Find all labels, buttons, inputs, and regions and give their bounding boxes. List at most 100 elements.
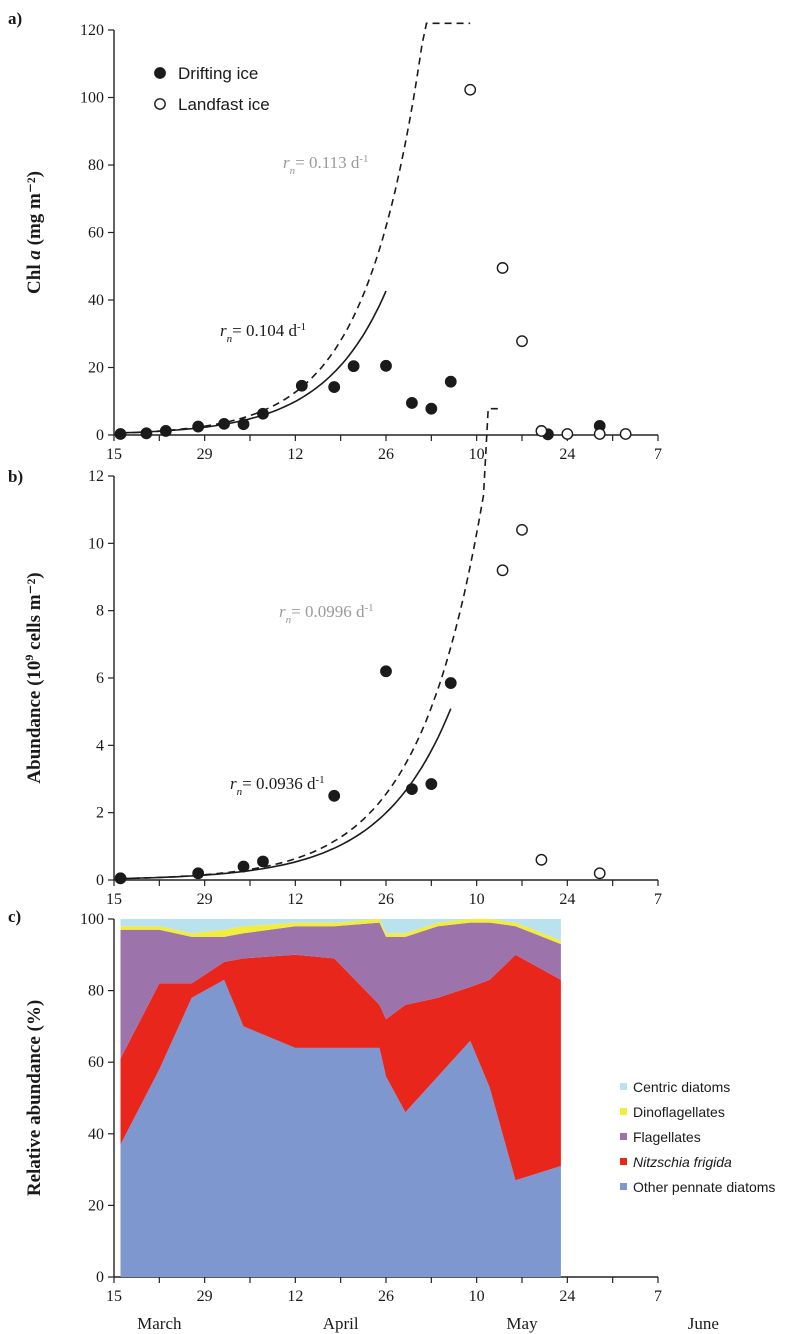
drifting-ice-point [380, 359, 392, 372]
drifting-ice-point [425, 778, 438, 790]
landfast-ice-point [496, 262, 509, 274]
y-tick-label: 80 [88, 157, 104, 174]
x-tick-label: 26 [378, 1288, 394, 1305]
y-axis-label: Abundance (109 cells m⁻²) [22, 572, 45, 783]
legend-label: Dinoflagellates [633, 1104, 725, 1120]
area-other-pennate-diatoms [120, 979, 561, 1277]
x-tick-label: 10 [469, 1288, 485, 1305]
y-tick-label: 2 [96, 805, 104, 822]
y-axis-label: Relative abundance (%) [24, 1000, 45, 1196]
drifting-ice-point [328, 381, 341, 393]
panel-label: b) [8, 467, 23, 486]
area-centric-diatoms [120, 919, 561, 941]
x-tick-label: 29 [197, 1288, 213, 1305]
month-label: April [323, 1314, 359, 1333]
fit-curve-dashed [120, 407, 503, 880]
y-tick-label: 10 [88, 535, 104, 552]
y-tick-label: 120 [80, 22, 104, 39]
landfast-ice-point [535, 425, 548, 437]
x-tick-label: 7 [654, 1288, 662, 1305]
x-tick-label: 15 [106, 891, 122, 908]
drifting-ice-point [444, 677, 457, 689]
legend-swatch [620, 1083, 627, 1090]
drifting-ice-point [114, 428, 127, 440]
panel-label: a) [8, 9, 22, 28]
drifting-ice-point [159, 425, 172, 437]
drifting-ice-point [295, 379, 308, 392]
y-tick-label: 0 [96, 1269, 104, 1286]
y-tick-label: 60 [88, 1054, 104, 1071]
y-tick-label: 6 [96, 670, 104, 687]
growth-rate-label: rn= 0.0996 d-1 [279, 602, 374, 626]
y-tick-label: 0 [96, 427, 104, 444]
drifting-ice-point [380, 665, 392, 678]
drifting-ice-point [257, 407, 269, 420]
drifting-ice-point [444, 375, 457, 388]
y-tick-label: 100 [80, 90, 104, 107]
x-tick-label: 10 [469, 446, 485, 463]
y-tick-label: 80 [88, 983, 104, 1000]
x-tick-label: 12 [287, 1288, 303, 1305]
fit-curve-dashed [120, 22, 471, 434]
legend-swatch [620, 1183, 627, 1190]
x-tick-label: 29 [197, 891, 213, 908]
legend-label: Landfast ice [178, 95, 270, 114]
legend-marker [154, 98, 166, 110]
month-label: June [688, 1314, 719, 1333]
fit-curve-solid [120, 708, 452, 880]
landfast-ice-point [464, 83, 477, 96]
panel-c-relative-abundance: c) 0 20 40 60 80 100 Relative abundance (%) 15 29… [8, 907, 775, 1305]
drifting-ice-point [140, 427, 153, 440]
y-tick-label: 40 [88, 292, 104, 309]
y-tick-label: 40 [88, 1126, 104, 1143]
x-tick-label: 24 [559, 446, 575, 463]
panel-a-chl-a: a) 0 20 40 60 80 100 120 Chl a (mg m⁻²) 15 29 12 26 1… [8, 9, 662, 463]
y-tick-label: 8 [96, 603, 104, 620]
area-dinoflagellates [120, 919, 561, 945]
y-tick-label: 20 [88, 360, 104, 377]
landfast-ice-point [516, 335, 528, 348]
legend-swatch [620, 1158, 627, 1165]
x-tick-label: 26 [378, 891, 394, 908]
growth-rate-label: rn= 0.104 d-1 [220, 321, 306, 345]
legend-label: Nitzschia frigida [633, 1154, 732, 1170]
y-tick-label: 4 [96, 737, 104, 754]
x-tick-label: 15 [106, 446, 122, 463]
x-tick-label: 12 [287, 891, 303, 908]
drifting-ice-point [237, 860, 250, 873]
legend-swatch [620, 1108, 627, 1115]
x-tick-label: 29 [197, 446, 213, 463]
drifting-ice-point [114, 872, 127, 885]
drifting-ice-point [192, 867, 205, 880]
y-tick-label: 60 [88, 225, 104, 242]
landfast-ice-point [561, 428, 574, 440]
landfast-ice-point [593, 428, 606, 440]
month-label: May [506, 1314, 538, 1333]
drifting-ice-point [192, 420, 205, 433]
landfast-ice-point [516, 523, 528, 536]
legend-swatch [620, 1133, 627, 1140]
legend-label: Drifting ice [178, 64, 258, 83]
month-label: March [137, 1314, 182, 1333]
x-tick-label: 12 [287, 446, 303, 463]
growth-rate-label: rn= 0.113 d-1 [283, 153, 369, 177]
legend-marker [154, 67, 166, 79]
y-tick-label: 0 [96, 872, 104, 889]
x-tick-label: 15 [106, 1288, 122, 1305]
drifting-ice-point [218, 417, 230, 430]
landfast-ice-point [593, 867, 606, 880]
legend-label: Flagellates [633, 1129, 701, 1145]
y-tick-label: 12 [88, 468, 104, 485]
x-tick-label: 24 [559, 1288, 575, 1305]
y-axis-label: Chl a (mg m⁻²) [24, 171, 45, 294]
drifting-ice-point [406, 783, 418, 795]
drifting-ice-point [328, 789, 341, 802]
x-tick-label: 26 [378, 446, 394, 463]
legend-label: Centric diatoms [633, 1079, 730, 1095]
fit-curve-solid [120, 290, 387, 434]
drifting-ice-point [257, 855, 269, 868]
area-flagellates [120, 922, 561, 1059]
landfast-ice-point [535, 853, 548, 866]
